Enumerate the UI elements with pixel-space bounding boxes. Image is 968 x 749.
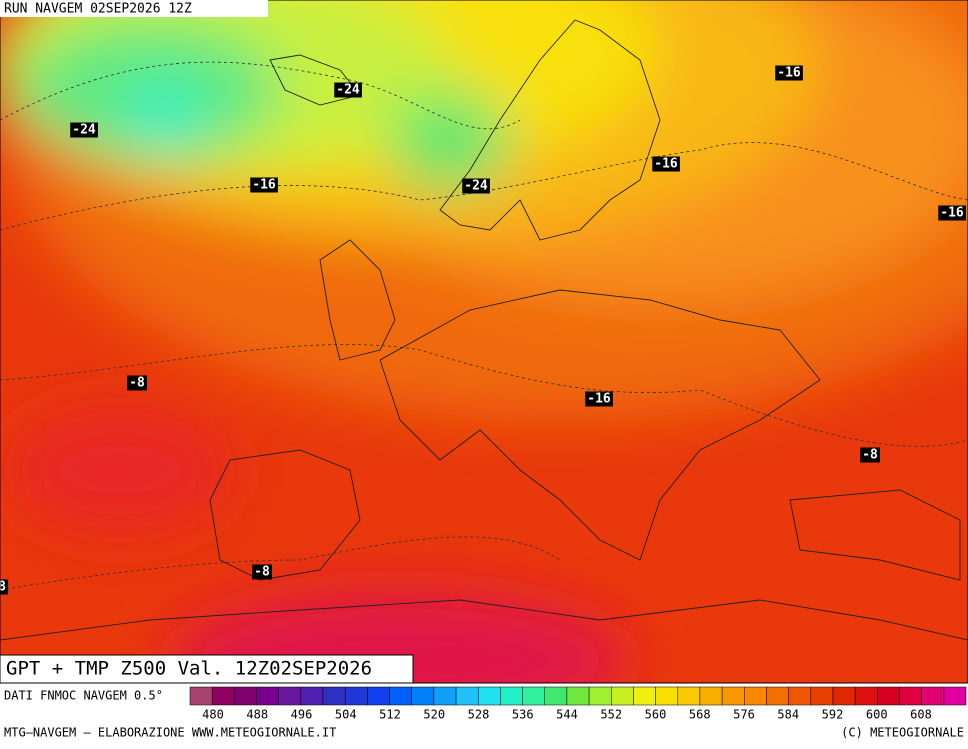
color-swatch	[854, 686, 878, 706]
contour-label: -16	[654, 157, 678, 172]
contour-label-box	[652, 156, 680, 172]
color-swatch	[943, 686, 967, 706]
contour-label-box	[775, 65, 803, 81]
color-swatch	[433, 686, 457, 706]
color-swatch	[721, 686, 745, 706]
contour-label: -16	[252, 178, 276, 193]
contour-label: 8	[0, 580, 6, 595]
legend-label: 536	[512, 708, 534, 722]
color-swatch	[411, 686, 435, 706]
color-swatch	[256, 686, 279, 706]
legend-label: 520	[423, 708, 445, 722]
contour-label-box	[70, 122, 98, 138]
contour-label: -24	[464, 179, 488, 194]
contour-label: -16	[940, 206, 964, 221]
contour-label-box	[860, 447, 880, 463]
legend-label: 480	[202, 708, 224, 722]
legend-label: 568	[689, 708, 711, 722]
legend-label: 512	[379, 708, 401, 722]
color-swatch	[522, 686, 545, 706]
color-swatch	[744, 686, 767, 706]
color-swatch	[699, 686, 723, 706]
color-swatch	[300, 686, 324, 706]
color-swatch	[788, 686, 812, 706]
legend-label: 600	[866, 708, 888, 722]
contour-label-box	[938, 205, 966, 221]
color-swatch	[344, 686, 368, 706]
legend-label: 528	[468, 708, 490, 722]
color-swatch	[611, 686, 634, 706]
legend-label: 576	[733, 708, 755, 722]
color-swatch	[500, 686, 523, 706]
legend-label: 584	[777, 708, 799, 722]
footer-right: (C) METEOGIORNALE	[841, 726, 964, 740]
color-swatch	[389, 686, 412, 706]
contour-label: -8	[862, 448, 878, 463]
legend-source: DATI FNMOC NAVGEM 0.5°	[4, 689, 163, 703]
map-title: GPT + TMP Z500 Val. 12Z02SEP2026	[6, 658, 372, 680]
contour-line	[0, 536, 561, 591]
legend-label: 592	[822, 708, 844, 722]
legend-label: 488	[246, 708, 268, 722]
color-swatch	[921, 686, 945, 706]
color-swatch	[455, 686, 479, 706]
contour-label: -16	[777, 66, 801, 81]
color-swatch	[588, 686, 612, 706]
color-swatch	[877, 686, 900, 706]
color-swatch	[278, 686, 302, 706]
header-box	[0, 0, 268, 17]
color-swatch	[544, 686, 568, 706]
legend-label: 504	[335, 708, 357, 722]
legend-label: 608	[910, 708, 932, 722]
color-swatch	[189, 686, 213, 706]
footer-left: MTG–NAVGEM – ELABORAZIONE WWW.METEOGIORN…	[4, 726, 336, 740]
contour-label-box	[462, 178, 490, 194]
color-swatch	[655, 686, 679, 706]
contours	[0, 61, 968, 591]
color-swatch	[832, 686, 856, 706]
color-swatch	[899, 686, 922, 706]
color-swatch	[810, 686, 834, 706]
contour-label-box	[0, 579, 9, 595]
contour-line	[0, 142, 968, 231]
contour-label-box	[585, 391, 613, 407]
color-swatch	[234, 686, 257, 706]
contour-label: -24	[72, 123, 96, 138]
title-box	[0, 654, 414, 684]
contour-label: -8	[129, 376, 145, 391]
color-swatch	[677, 686, 701, 706]
map: -24 -24 -24 -16 -16 -16 -16 -16 -8 -8 -8 8	[0, 0, 968, 683]
contour-label-box	[252, 564, 272, 580]
map-frame	[0, 0, 968, 684]
legend-label: 552	[600, 708, 622, 722]
legend-label: 560	[645, 708, 667, 722]
color-swatch	[477, 686, 501, 706]
run-label: RUN NAVGEM 02SEP2026 12Z	[4, 2, 192, 17]
contour-label: -24	[336, 83, 360, 98]
color-swatch	[211, 686, 235, 706]
color-swatch	[322, 686, 346, 706]
contour-label-box	[334, 82, 362, 98]
contour-label: -16	[587, 392, 611, 407]
color-swatch	[766, 686, 789, 706]
legend-label: 544	[556, 708, 578, 722]
legend-label: 496	[291, 708, 313, 722]
color-swatch	[566, 686, 590, 706]
contour-label: -8	[254, 565, 270, 580]
contour-line	[0, 344, 968, 447]
color-swatch	[367, 686, 390, 706]
contour-label-box	[127, 375, 147, 391]
color-swatch	[633, 686, 656, 706]
contour-label-box	[250, 177, 278, 193]
contour-line	[0, 61, 521, 130]
